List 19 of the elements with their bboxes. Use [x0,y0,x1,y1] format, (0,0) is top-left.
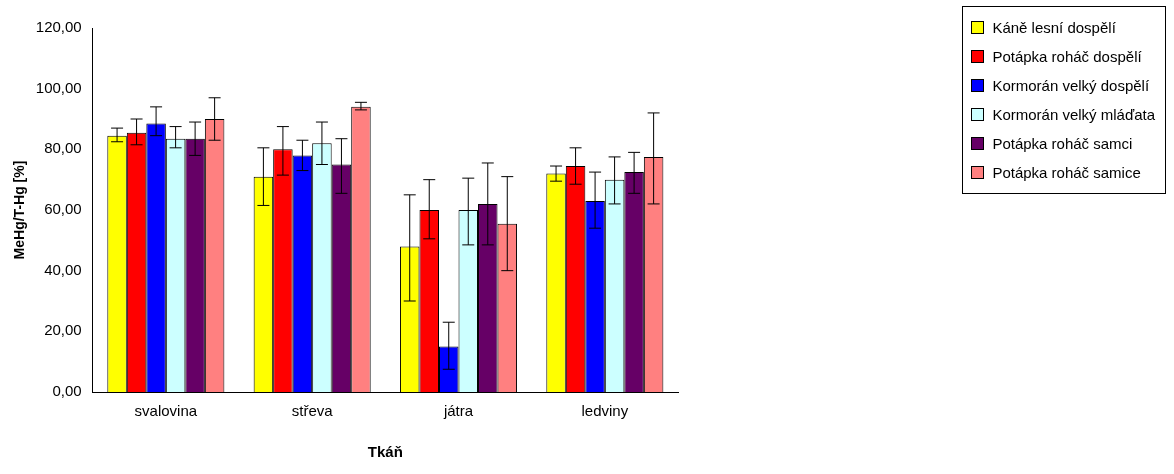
legend-label: Potápka roháč dospělí [992,48,1142,65]
x-tick-label: svalovina [134,402,198,420]
y-tick-label: 40,00 [44,260,82,278]
legend-label: Potápka roháč samci [992,135,1133,152]
x-tick-label: střeva [291,402,334,420]
y-axis-title: MeHg/T-Hg [%] [11,160,28,260]
y-tick-label: 0,00 [52,382,82,400]
y-tick-label: 120,00 [35,18,82,36]
legend-label: Kormorán velký mláďata [992,106,1155,123]
legend-label: Káně lesní dospělí [992,19,1116,36]
x-axis-title: Tkáň [367,443,403,461]
y-tick-label: 100,00 [35,78,82,96]
legend-label: Kormorán velký dospělí [992,77,1150,94]
x-tick-label: játra [442,402,474,420]
y-tick-label: 60,00 [44,200,82,218]
x-tick-label: ledviny [581,402,629,420]
y-tick-label: 20,00 [44,321,82,339]
legend-label: Potápka roháč samice [992,164,1141,181]
y-tick-label: 80,00 [44,139,82,157]
